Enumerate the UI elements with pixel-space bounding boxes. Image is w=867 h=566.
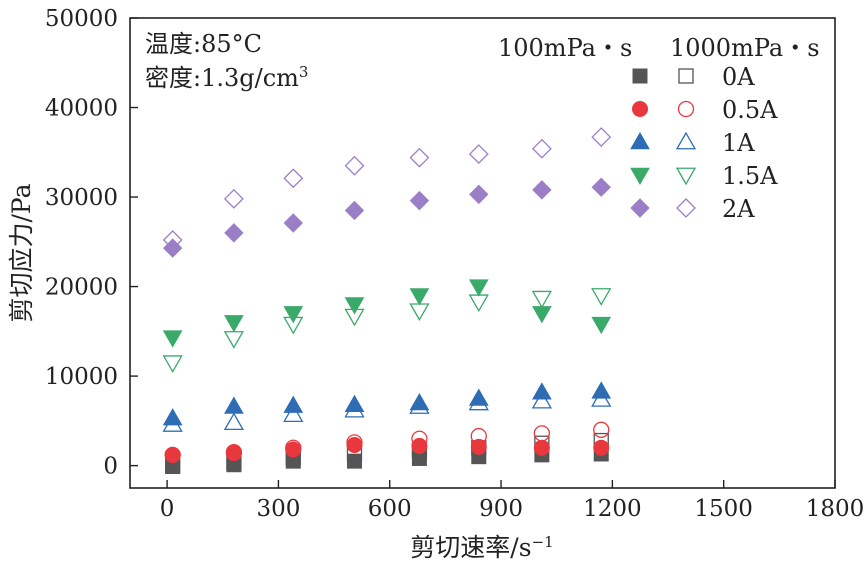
point-0-5a-100mpa <box>593 439 610 456</box>
point-0-5a-100mpa <box>533 439 550 456</box>
point-1-5a-100mpa <box>591 316 612 335</box>
temperature-annotation: 温度:85°C <box>145 30 262 58</box>
point-1-5a-100mpa <box>224 315 244 333</box>
point-0-5a-1000mpa <box>593 421 610 438</box>
legend-marker-1-5a-filled <box>630 167 650 186</box>
point-1-5a-100mpa <box>283 306 304 324</box>
point-1a-100mpa <box>468 388 489 406</box>
point-2a-100mpa <box>283 213 303 233</box>
legend-label-0-5a: 0.5A <box>722 96 778 124</box>
point-1a-100mpa <box>224 396 244 414</box>
legend-marker-0-5a-hollow <box>677 100 695 118</box>
point-1-5a-100mpa <box>409 288 430 306</box>
y-tick-label: 0 <box>103 454 118 480</box>
point-1-5a-1000mpa <box>531 290 552 309</box>
point-2a-100mpa <box>469 184 489 205</box>
point-1-5a-1000mpa <box>468 294 489 313</box>
legend: 0A 0.5A 1A 1.5A 2A <box>630 63 778 223</box>
point-0-5a-1000mpa <box>533 425 551 442</box>
point-1-5a-100mpa <box>344 297 365 315</box>
point-1a-100mpa <box>162 408 183 426</box>
y-tick-label: 20000 <box>45 275 118 301</box>
point-0-5a-100mpa <box>411 437 428 454</box>
point-0-5a-100mpa <box>225 445 242 462</box>
x-tick-label: 0 <box>160 496 175 522</box>
point-2a-100mpa <box>162 238 183 258</box>
y-axis-label: 剪切应力/Pa <box>7 183 36 322</box>
density-superscript: 3 <box>299 63 309 81</box>
x-tick-label: 1500 <box>694 496 753 522</box>
point-2a-100mpa <box>224 223 244 243</box>
point-1a-100mpa <box>591 381 612 399</box>
legend-label-0a: 0A <box>722 63 755 91</box>
point-2a-1000mpa <box>409 147 430 168</box>
x-axis-label: 剪切速率/s−1 <box>410 533 553 562</box>
point-2a-100mpa <box>591 177 611 197</box>
point-2a-1000mpa <box>344 155 365 176</box>
point-1a-1000mpa <box>223 412 245 431</box>
point-1a-1000mpa <box>283 404 304 422</box>
point-1a-1000mpa <box>531 390 552 409</box>
point-2a-1000mpa <box>591 127 612 147</box>
x-tick-label: 300 <box>256 496 300 522</box>
point-1a-100mpa <box>344 394 365 412</box>
legend-marker-2a-filled <box>630 198 650 218</box>
legend-marker-2a-hollow <box>676 198 696 218</box>
legend-marker-1a-hollow <box>675 131 697 150</box>
x-tick-label: 1200 <box>583 496 642 522</box>
point-0-5a-100mpa <box>346 437 363 454</box>
point-0-5a-100mpa <box>285 441 302 458</box>
point-0a-100mpa <box>346 453 362 469</box>
point-2a-1000mpa <box>531 138 552 159</box>
point-1-5a-100mpa <box>162 330 183 348</box>
point-1-5a-1000mpa <box>591 288 612 306</box>
density-text: 密度:1.3g/cm <box>145 64 299 92</box>
plot-area <box>129 17 836 489</box>
point-1-5a-1000mpa <box>162 355 183 373</box>
axis-ticks: 0 300 600 900 1200 1500 1800 0 10000 20000 30000 40… <box>45 6 864 522</box>
y-tick-label: 50000 <box>45 6 118 32</box>
point-2a-1000mpa <box>223 188 244 209</box>
x-tick-label: 1800 <box>806 496 865 522</box>
legend-header-filled: 100mPa・s <box>498 34 632 62</box>
y-tick-label: 10000 <box>45 364 118 390</box>
point-1-5a-100mpa <box>468 279 489 297</box>
point-2a-1000mpa <box>283 168 304 189</box>
point-2a-100mpa <box>532 180 552 200</box>
point-2a-100mpa <box>409 190 430 211</box>
x-axis-label-superscript: −1 <box>532 533 554 551</box>
density-annotation: 密度:1.3g/cm3 <box>145 63 308 92</box>
x-tick-label: 600 <box>368 496 412 522</box>
point-2a-1000mpa <box>468 144 489 164</box>
x-axis-label-text: 剪切速率/s <box>410 533 531 562</box>
legend-marker-1a-filled <box>630 131 650 150</box>
point-1a-100mpa <box>409 392 430 411</box>
legend-marker-0a-hollow <box>678 68 694 84</box>
point-1a-100mpa <box>283 395 304 413</box>
data-points <box>162 127 612 475</box>
point-0-5a-100mpa <box>470 438 487 455</box>
point-0-5a-100mpa <box>164 446 181 463</box>
point-1a-100mpa <box>532 382 552 400</box>
y-tick-label: 30000 <box>45 185 118 211</box>
legend-marker-0a-filled <box>632 68 648 84</box>
point-1-5a-1000mpa <box>409 303 430 322</box>
legend-label-1a: 1A <box>722 129 755 157</box>
legend-label-2a: 2A <box>722 195 755 223</box>
legend-label-1-5a: 1.5A <box>722 162 778 190</box>
legend-header-hollow: 1000mPa・s <box>670 34 820 62</box>
x-tick-label: 900 <box>479 496 523 522</box>
point-1-5a-100mpa <box>532 306 552 324</box>
legend-marker-0-5a-filled <box>632 101 648 117</box>
point-2a-100mpa <box>344 200 365 221</box>
legend-marker-1-5a-hollow <box>675 167 697 186</box>
point-1-5a-1000mpa <box>223 331 245 349</box>
y-tick-label: 40000 <box>45 96 118 122</box>
